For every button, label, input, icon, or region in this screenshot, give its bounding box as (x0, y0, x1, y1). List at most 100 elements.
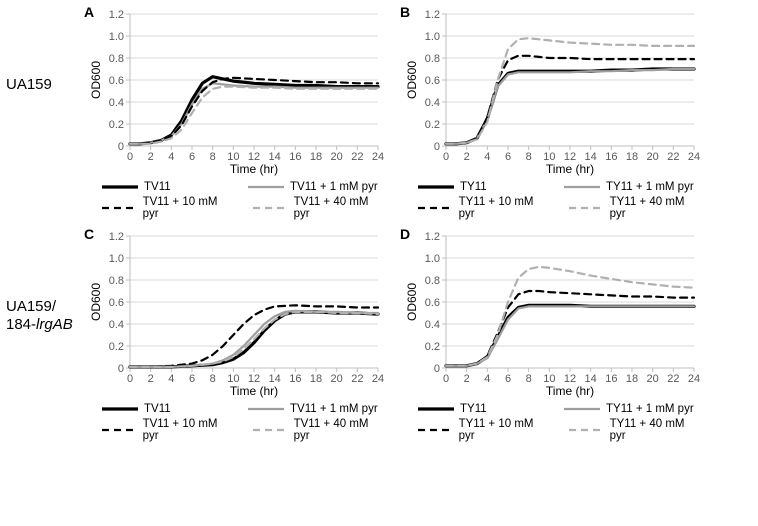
svg-text:20: 20 (331, 151, 343, 163)
legend-item: TV11 + 1 mM pyr (248, 402, 378, 416)
svg-text:2: 2 (464, 373, 470, 385)
svg-text:18: 18 (626, 373, 638, 385)
legend-label: TV11 + 10 mM pyr (143, 196, 233, 220)
svg-text:4: 4 (484, 151, 490, 163)
svg-text:20: 20 (647, 373, 659, 385)
svg-text:1.0: 1.0 (425, 253, 440, 265)
svg-text:0: 0 (443, 151, 449, 163)
legend-label: TV11 + 1 mM pyr (290, 403, 378, 415)
svg-text:OD600: OD600 (89, 61, 103, 99)
svg-text:1.0: 1.0 (109, 31, 124, 43)
svg-text:18: 18 (626, 151, 638, 163)
row-label-bottom: UA159/184-lrgAB (6, 228, 86, 334)
svg-text:8: 8 (210, 151, 216, 163)
svg-text:24: 24 (372, 151, 384, 163)
svg-text:6: 6 (505, 373, 511, 385)
legend-item: TV11 + 40 mM pyr (253, 196, 384, 220)
svg-text:6: 6 (189, 373, 195, 385)
svg-text:0.2: 0.2 (425, 119, 440, 131)
svg-text:2: 2 (148, 151, 154, 163)
svg-text:1.2: 1.2 (425, 231, 440, 243)
svg-text:20: 20 (331, 373, 343, 385)
svg-text:4: 4 (168, 151, 174, 163)
svg-text:24: 24 (688, 373, 700, 385)
chart-c: 02468101214161820222400.20.40.60.81.01.2… (86, 228, 386, 398)
legend-label: TY11 + 40 mM pyr (610, 418, 700, 442)
svg-text:1.2: 1.2 (109, 9, 124, 21)
legend-item: TV11 + 40 mM pyr (253, 418, 384, 442)
svg-text:0.4: 0.4 (109, 319, 124, 331)
svg-text:0.2: 0.2 (425, 341, 440, 353)
legend-a: TV11 TV11 + 1 mM pyr TV11 + 10 mM pyr TV11 … (86, 176, 386, 220)
svg-text:0.2: 0.2 (109, 119, 124, 131)
panel-letter-c: C (84, 226, 94, 242)
chart-a: 02468101214161820222400.20.40.60.81.01.2… (86, 6, 386, 176)
legend-item: TY11 + 10 mM pyr (418, 418, 549, 442)
svg-text:0.6: 0.6 (425, 75, 440, 87)
panel-c: C 02468101214161820222400.20.40.60.81.01… (86, 228, 386, 442)
svg-text:1.2: 1.2 (425, 9, 440, 21)
chart-b: 02468101214161820222400.20.40.60.81.01.2… (402, 6, 702, 176)
row-ua159: UA159 A 02468101214161820222400.20.40.60… (6, 6, 748, 220)
legend-label: TV11 + 40 mM pyr (294, 418, 384, 442)
svg-text:0: 0 (434, 141, 440, 153)
svg-text:0: 0 (443, 373, 449, 385)
svg-text:0.8: 0.8 (425, 275, 440, 287)
svg-text:0.4: 0.4 (425, 319, 440, 331)
svg-text:OD600: OD600 (405, 61, 419, 99)
svg-text:0: 0 (118, 141, 124, 153)
legend-label: TY11 + 1 mM pyr (606, 181, 694, 193)
chart-d: 02468101214161820222400.20.40.60.81.01.2… (402, 228, 702, 398)
legend-item: TV11 + 10 mM pyr (102, 196, 233, 220)
svg-text:24: 24 (372, 373, 384, 385)
svg-text:24: 24 (688, 151, 700, 163)
legend-label: TV11 (144, 181, 171, 193)
legend-item: TY11 + 1 mM pyr (564, 402, 694, 416)
svg-text:8: 8 (526, 151, 532, 163)
svg-text:OD600: OD600 (405, 283, 419, 321)
legend-item: TV11 (102, 180, 228, 194)
svg-text:0: 0 (127, 151, 133, 163)
svg-text:0.8: 0.8 (109, 53, 124, 65)
svg-text:Time (hr): Time (hr) (230, 384, 278, 398)
svg-text:0.8: 0.8 (425, 53, 440, 65)
svg-text:16: 16 (605, 373, 617, 385)
legend-item: TV11 + 10 mM pyr (102, 418, 233, 442)
svg-text:1.2: 1.2 (109, 231, 124, 243)
svg-text:20: 20 (647, 151, 659, 163)
legend-label: TV11 (144, 403, 171, 415)
svg-text:0: 0 (118, 363, 124, 375)
svg-text:0.2: 0.2 (109, 341, 124, 353)
svg-text:1.0: 1.0 (109, 253, 124, 265)
svg-text:22: 22 (667, 373, 679, 385)
svg-text:18: 18 (310, 373, 322, 385)
svg-text:Time (hr): Time (hr) (546, 162, 594, 176)
legend-item: TV11 + 1 mM pyr (248, 180, 378, 194)
svg-text:4: 4 (484, 373, 490, 385)
svg-text:0.6: 0.6 (109, 297, 124, 309)
svg-text:2: 2 (464, 151, 470, 163)
legend-label: TV11 + 1 mM pyr (290, 181, 378, 193)
legend-item: TV11 (102, 402, 228, 416)
svg-text:4: 4 (168, 373, 174, 385)
legend-item: TY11 + 40 mM pyr (569, 418, 700, 442)
legend-label: TV11 + 10 mM pyr (143, 418, 233, 442)
svg-text:0.4: 0.4 (425, 97, 440, 109)
panel-letter-b: B (400, 4, 410, 20)
svg-text:6: 6 (189, 151, 195, 163)
legend-label: TY11 + 10 mM pyr (459, 196, 549, 220)
svg-text:22: 22 (351, 151, 363, 163)
legend-item: TY11 (418, 402, 544, 416)
legend-label: TY11 (460, 181, 487, 193)
svg-text:22: 22 (667, 151, 679, 163)
svg-text:2: 2 (148, 373, 154, 385)
svg-text:22: 22 (351, 373, 363, 385)
panel-a: A 02468101214161820222400.20.40.60.81.01… (86, 6, 386, 220)
svg-text:Time (hr): Time (hr) (230, 162, 278, 176)
svg-text:16: 16 (289, 373, 301, 385)
legend-item: TY11 + 1 mM pyr (564, 180, 694, 194)
svg-text:0.8: 0.8 (109, 275, 124, 287)
legend-item: TY11 + 40 mM pyr (569, 196, 700, 220)
svg-text:1.0: 1.0 (425, 31, 440, 43)
svg-text:16: 16 (289, 151, 301, 163)
